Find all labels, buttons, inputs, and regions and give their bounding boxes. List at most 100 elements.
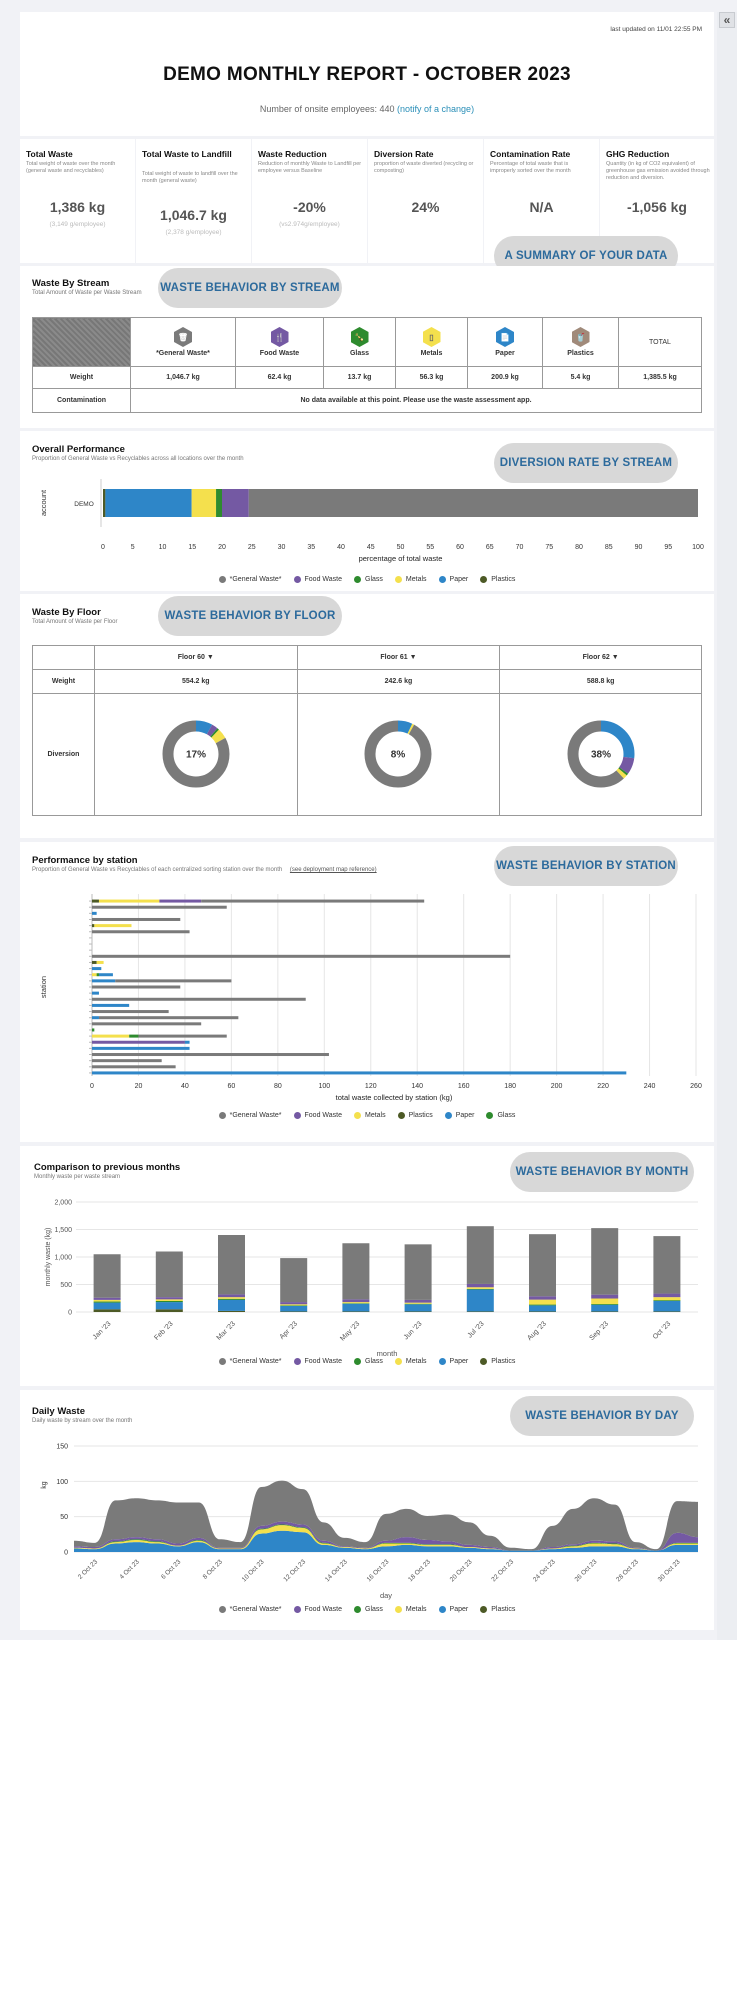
bar-segment[interactable] <box>105 489 192 517</box>
legend-item[interactable]: Plastics <box>480 1358 515 1365</box>
legend-item[interactable]: Food Waste <box>293 1606 342 1613</box>
bar-segment[interactable] <box>201 899 425 903</box>
legend-item[interactable]: Metals <box>354 1112 386 1119</box>
notify-change-link[interactable]: (notify of a change) <box>397 104 475 114</box>
bar-segment[interactable] <box>191 489 217 517</box>
bar-segment[interactable] <box>404 1299 432 1303</box>
month-pill[interactable]: WASTE BEHAVIOR BY MONTH <box>510 1152 694 1192</box>
bar-segment[interactable] <box>342 1243 370 1300</box>
bar-segment[interactable] <box>248 489 698 517</box>
day-pill[interactable]: WASTE BEHAVIOR BY DAY <box>510 1396 694 1436</box>
filter-icon[interactable]: ▼ <box>611 654 619 661</box>
floor-pill[interactable]: WASTE BEHAVIOR BY FLOOR <box>158 596 342 636</box>
legend-item[interactable]: Food Waste <box>293 576 342 583</box>
bar-segment[interactable] <box>218 1310 245 1312</box>
bar-segment[interactable] <box>466 1283 494 1288</box>
bar-segment[interactable] <box>466 1226 494 1284</box>
bar-segment[interactable] <box>92 905 227 909</box>
bar-segment[interactable] <box>591 1228 619 1295</box>
stream-pill[interactable]: WASTE BEHAVIOR BY STREAM <box>158 268 342 308</box>
bar-segment[interactable] <box>98 899 160 903</box>
bar-segment[interactable] <box>92 1065 176 1069</box>
bar-segment[interactable] <box>466 1311 494 1312</box>
bar-segment[interactable] <box>92 1016 99 1020</box>
bar-segment[interactable] <box>92 967 102 971</box>
bar-segment[interactable] <box>218 1294 245 1298</box>
bar-segment[interactable] <box>92 1071 627 1075</box>
bar-segment[interactable] <box>138 1034 227 1038</box>
area-series[interactable] <box>74 1480 698 1551</box>
legend-item[interactable]: *General Waste* <box>218 1358 282 1365</box>
bar-segment[interactable] <box>529 1296 556 1300</box>
bar-segment[interactable] <box>653 1236 681 1294</box>
bar-segment[interactable] <box>92 924 95 928</box>
donut-segment[interactable] <box>162 720 230 787</box>
legend-item[interactable]: Food Waste <box>293 1112 342 1119</box>
bar-segment[interactable] <box>653 1301 681 1312</box>
legend-item[interactable]: *General Waste* <box>218 576 282 583</box>
bar-segment[interactable] <box>92 954 511 958</box>
bar-segment[interactable] <box>92 1022 202 1026</box>
bar-segment[interactable] <box>96 973 99 977</box>
legend-item[interactable]: Glass <box>354 1358 383 1365</box>
bar-segment[interactable] <box>653 1297 681 1301</box>
legend-item[interactable]: Metals <box>394 1358 427 1365</box>
bar-segment[interactable] <box>280 1305 308 1306</box>
bar-segment[interactable] <box>96 960 104 964</box>
bar-segment[interactable] <box>591 1304 619 1305</box>
bar-segment[interactable] <box>92 985 181 989</box>
bar-segment[interactable] <box>404 1302 432 1304</box>
bar-segment[interactable] <box>591 1294 619 1299</box>
bar-segment[interactable] <box>342 1303 370 1304</box>
legend-item[interactable]: Plastics <box>480 1606 515 1613</box>
legend-item[interactable]: Food Waste <box>293 1358 342 1365</box>
bar-segment[interactable] <box>222 489 249 517</box>
diversion-pill[interactable]: DIVERSION RATE BY STREAM <box>494 443 678 483</box>
legend-item[interactable]: Paper <box>444 1112 474 1119</box>
bar-segment[interactable] <box>93 1302 121 1310</box>
bar-segment[interactable] <box>92 1010 169 1014</box>
bar-segment[interactable] <box>466 1289 494 1312</box>
bar-segment[interactable] <box>404 1311 432 1312</box>
bar-segment[interactable] <box>93 1309 121 1312</box>
bar-segment[interactable] <box>155 1309 183 1312</box>
bar-segment[interactable] <box>92 1028 95 1032</box>
bar-segment[interactable] <box>280 1302 308 1305</box>
bar-segment[interactable] <box>92 1003 130 1007</box>
area-series[interactable] <box>74 1530 698 1552</box>
bar-segment[interactable] <box>98 973 113 977</box>
side-panel-scrollbar[interactable] <box>717 12 737 1640</box>
bar-segment[interactable] <box>280 1305 308 1312</box>
bar-segment[interactable] <box>529 1304 556 1306</box>
bar-segment[interactable] <box>155 1299 183 1301</box>
bar-segment[interactable] <box>280 1304 308 1306</box>
bar-segment[interactable] <box>591 1304 619 1312</box>
legend-item[interactable]: Plastics <box>480 576 515 583</box>
station-pill[interactable]: WASTE BEHAVIOR BY STATION <box>494 846 678 886</box>
bar-segment[interactable] <box>218 1297 245 1299</box>
donut-segment[interactable] <box>364 720 432 787</box>
legend-item[interactable]: Glass <box>486 1112 515 1119</box>
legend-item[interactable]: Glass <box>354 576 383 583</box>
bar-segment[interactable] <box>92 1034 130 1038</box>
legend-item[interactable]: Paper <box>438 1606 468 1613</box>
bar-segment[interactable] <box>92 917 181 921</box>
bar-segment[interactable] <box>159 899 202 903</box>
bar-segment[interactable] <box>184 1040 190 1044</box>
bar-segment[interactable] <box>529 1299 556 1305</box>
legend-item[interactable]: Plastics <box>397 1112 433 1119</box>
bar-segment[interactable] <box>529 1234 556 1297</box>
bar-segment[interactable] <box>216 489 222 517</box>
bar-segment[interactable] <box>92 1040 185 1044</box>
filter-icon[interactable]: ▼ <box>206 654 214 661</box>
bar-segment[interactable] <box>653 1293 681 1298</box>
bar-segment[interactable] <box>155 1297 183 1300</box>
bar-segment[interactable] <box>92 1053 329 1057</box>
legend-item[interactable]: *General Waste* <box>218 1112 282 1119</box>
bar-segment[interactable] <box>92 930 190 934</box>
legend-item[interactable]: Glass <box>354 1606 383 1613</box>
bar-segment[interactable] <box>342 1303 370 1312</box>
bar-segment[interactable] <box>103 489 106 517</box>
bar-segment[interactable] <box>93 1299 121 1302</box>
bar-segment[interactable] <box>218 1299 245 1311</box>
